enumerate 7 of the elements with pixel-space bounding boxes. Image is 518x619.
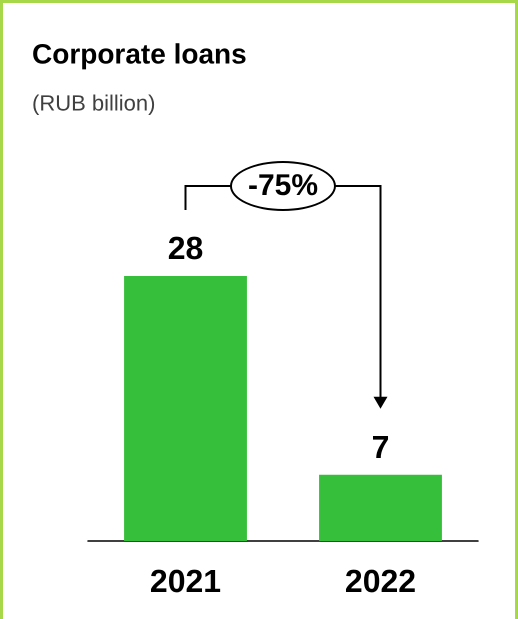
chart-subtitle: (RUB billion)	[32, 90, 156, 116]
data-label: 28	[168, 230, 204, 266]
x-tick-label: 2022	[344, 563, 416, 599]
chart-title: Corporate loans	[32, 38, 247, 70]
x-tick-label: 2021	[150, 563, 222, 599]
data-label: 7	[372, 428, 390, 465]
text: -75%	[230, 161, 336, 211]
